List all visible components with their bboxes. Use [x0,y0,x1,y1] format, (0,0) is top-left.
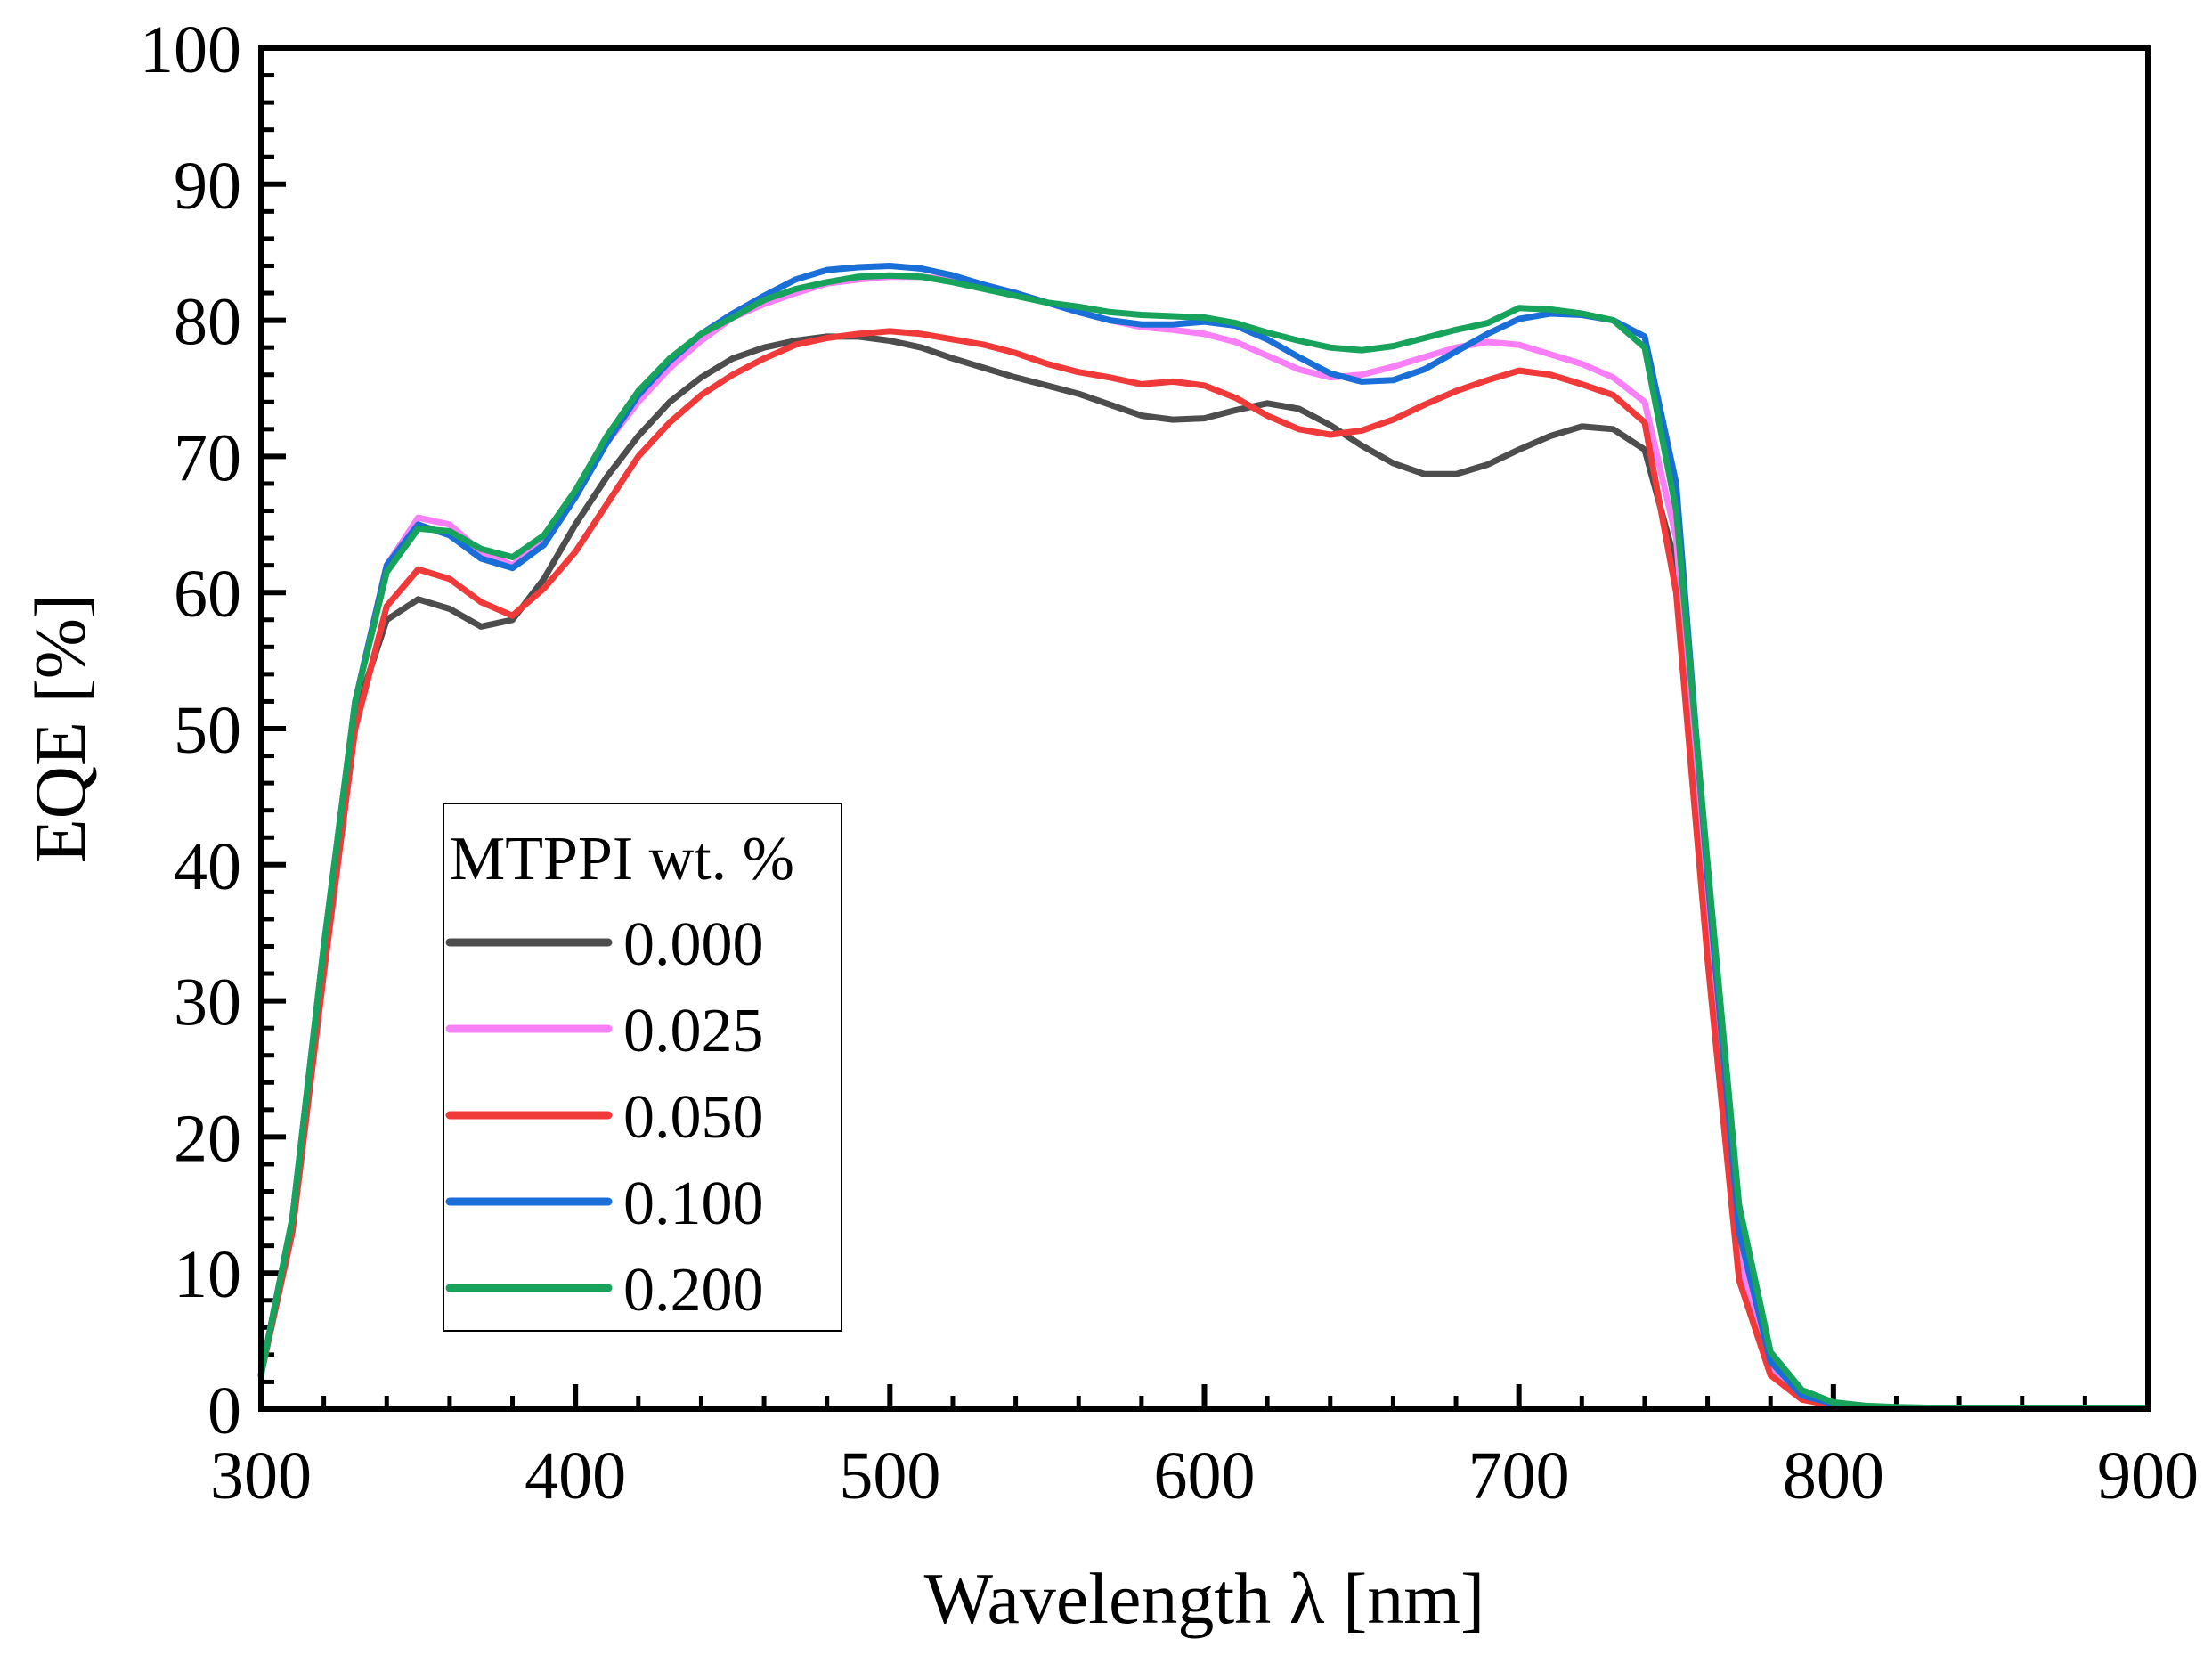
y-axis-title: EQE [%] [20,594,101,864]
x-tick-labels: 300 400 500 600 700 800 900 [210,1439,2199,1513]
legend-label: 0.050 [623,1083,764,1152]
x-tick-label: 500 [839,1439,940,1513]
y-tick-label: 50 [174,693,241,768]
plot-frame [258,45,2151,1412]
y-tick-label: 10 [174,1237,241,1312]
y-tick-label: 90 [174,149,241,224]
y-tick-label: 70 [174,420,241,495]
legend: MTPPI wt. % 0.000 0.025 0.050 0.100 0.200 [443,803,842,1332]
legend-title: MTPPI wt. % [450,825,794,893]
x-tick-label: 800 [1783,1439,1884,1513]
y-tick-label: 40 [174,829,241,904]
y-tick-label: 20 [174,1101,241,1176]
legend-label: 0.200 [623,1256,764,1325]
legend-box [443,803,842,1332]
series-line-0.200 [257,272,2151,1411]
x-tick-label: 300 [210,1439,312,1513]
x-tick-label: 600 [1154,1439,1256,1513]
legend-entries: 0.000 0.025 0.050 0.100 0.200 [445,910,764,1325]
y-tick-label: 60 [174,557,241,632]
y-tick-label: 30 [174,966,241,1040]
legend-label: 0.100 [623,1170,764,1238]
legend-label: 0.025 [623,997,764,1065]
x-axis-title: Wavelength λ [nm] [924,1558,1485,1639]
y-tick-label: 80 [174,285,241,360]
x-tick-label: 700 [1468,1439,1570,1513]
x-tick-label: 400 [525,1439,626,1513]
x-tick-label: 900 [2097,1439,2199,1513]
y-tick-labels: 0 10 20 30 40 50 60 70 80 90 100 [140,12,241,1448]
y-tick-label: 0 [207,1374,241,1448]
legend-label: 0.000 [623,910,764,979]
series-lines [257,263,2151,1412]
y-tick-label: 100 [140,12,241,87]
